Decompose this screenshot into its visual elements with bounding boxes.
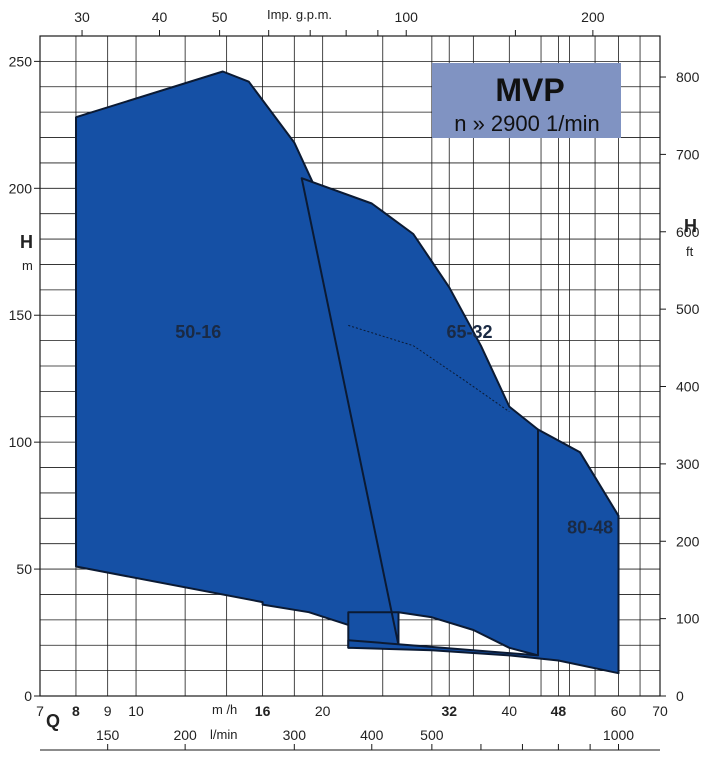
- tick-label-head-ft: 600: [676, 224, 700, 240]
- tick-label-head-m: 0: [24, 688, 32, 704]
- tick-label-head-ft: 300: [676, 456, 700, 472]
- tick-label-flow-lmin: 400: [360, 727, 384, 743]
- plot-frame: [39, 35, 661, 697]
- tick-label-flow-m3h: 70: [652, 703, 668, 719]
- tick-label-flow-impgpm: 50: [212, 9, 228, 25]
- chart-areas: 50-16 65-32 80-48: [75, 70, 620, 675]
- tick-label-flow-lmin: 1000: [603, 727, 634, 743]
- tick-label-head-ft: 800: [676, 69, 700, 85]
- tick-label-head-ft: 100: [676, 611, 700, 627]
- tick-label-flow-impgpm: 40: [152, 9, 168, 25]
- chart-subtitle: n » 2900 1/min: [454, 111, 600, 136]
- tick-label-flow-m3h: 32: [441, 703, 457, 719]
- tick-label-flow-lmin: 500: [420, 727, 444, 743]
- tick-label-flow-m3h: 48: [551, 703, 567, 719]
- title-box: MVP n » 2900 1/min: [432, 63, 621, 138]
- tick-label-head-m: 200: [9, 180, 33, 196]
- series-label-65-32: 65-32: [446, 322, 492, 342]
- tick-label-flow-m3h: 16: [255, 703, 271, 719]
- tick-label-head-m: 50: [16, 561, 32, 577]
- tick-label-flow-lmin: 200: [173, 727, 197, 743]
- tick-label-flow-lmin: 300: [283, 727, 307, 743]
- tick-label-flow-m3h: 40: [502, 703, 518, 719]
- flow-lmin-axis-unit: l/min: [210, 727, 237, 742]
- tick-label-head-m: 100: [9, 434, 33, 450]
- series-area-80-48: [347, 428, 620, 675]
- tick-label-head-ft: 400: [676, 379, 700, 395]
- tick-label-head-m: 150: [9, 307, 33, 323]
- tick-label-flow-m3h: 8: [72, 703, 80, 719]
- head-ft-axis-letter: H: [684, 216, 697, 236]
- head-ft-axis-unit: ft: [686, 244, 694, 259]
- dashed-curve: [348, 324, 510, 413]
- tick-label-flow-impgpm: 200: [581, 9, 605, 25]
- tick-label-head-ft: 0: [676, 688, 684, 704]
- chart-axes: 0 50 100 150 200 250 0 100 200 300 400 500 600 700 800…: [9, 9, 700, 751]
- title-box-background: [432, 63, 621, 138]
- tick-label-flow-m3h: 9: [104, 703, 112, 719]
- flow-axis-letter: Q: [46, 711, 60, 731]
- tick-label-head-ft: 200: [676, 533, 700, 549]
- tick-label-flow-m3h: 10: [128, 703, 144, 719]
- tick-label-head-ft: 700: [676, 146, 700, 162]
- tick-label-head-ft: 500: [676, 301, 700, 317]
- series-area-65-32: [300, 177, 539, 657]
- tick-label-flow-m3h: 20: [315, 703, 331, 719]
- chart-title: MVP: [495, 72, 564, 108]
- head-m-axis-letter: H: [20, 232, 33, 252]
- head-m-axis-unit: m: [22, 258, 33, 273]
- tick-label-flow-lmin: 150: [96, 727, 120, 743]
- tick-label-flow-m3h: 7: [36, 703, 44, 719]
- series-label-80-48: 80-48: [567, 518, 613, 538]
- impgpm-axis-label: Imp. g.p.m.: [267, 7, 332, 22]
- tick-label-flow-m3h: 60: [611, 703, 627, 719]
- tick-label-flow-impgpm: 100: [395, 9, 419, 25]
- series-label-50-16: 50-16: [175, 322, 221, 342]
- tick-label-head-m: 250: [9, 53, 33, 69]
- flow-m3h-axis-unit: m /h: [212, 702, 237, 717]
- tick-label-flow-impgpm: 30: [74, 9, 90, 25]
